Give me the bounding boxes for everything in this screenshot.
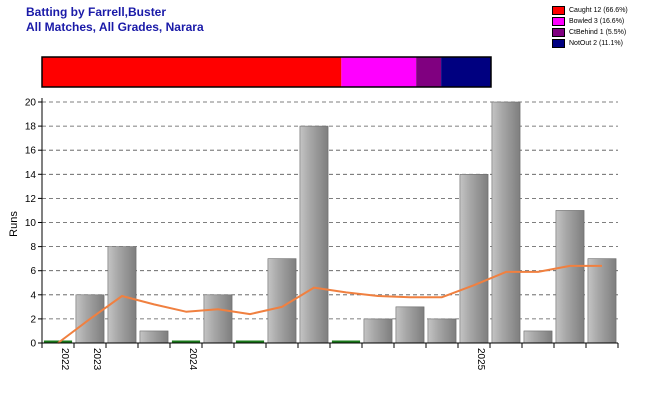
bar-7 bbox=[235, 340, 265, 343]
legend-swatch-ctbehind bbox=[552, 27, 565, 37]
y-tick-label-4: 4 bbox=[30, 290, 36, 301]
legend-swatch-caught bbox=[552, 5, 565, 15]
y-tick-label-6: 6 bbox=[30, 266, 36, 277]
legend-item-caught: Caught 12 (66.6%) bbox=[552, 5, 647, 15]
bar-11 bbox=[363, 318, 393, 344]
bar-15 bbox=[491, 101, 521, 344]
average-line bbox=[57, 264, 602, 344]
legend-item-notout: NotOut 2 (11.1%) bbox=[552, 38, 647, 48]
dismissal-segment-bowled bbox=[341, 57, 417, 87]
bar-12 bbox=[395, 306, 425, 344]
y-tick-label-0: 0 bbox=[30, 339, 36, 350]
legend-swatch-bowled bbox=[552, 16, 565, 26]
legend-label-notout: NotOut 2 (11.1%) bbox=[569, 39, 623, 47]
y-axis-ticks: 0 2 4 6 8 10 12 14 16 18 20 bbox=[25, 98, 42, 350]
bar-9 bbox=[299, 125, 329, 344]
dismissal-segment-caught bbox=[42, 57, 342, 87]
y-tick-label-10: 10 bbox=[25, 218, 37, 229]
y-tick-label-20: 20 bbox=[25, 98, 37, 109]
bar-13 bbox=[427, 318, 457, 344]
x-tick-label-2022: 2022 bbox=[59, 348, 70, 371]
y-tick-label-14: 14 bbox=[25, 170, 37, 181]
y-tick-label-8: 8 bbox=[30, 242, 36, 253]
bar-18 bbox=[587, 258, 617, 344]
dismissal-bar-border bbox=[41, 56, 492, 88]
dismissal-segment-notout bbox=[441, 57, 491, 87]
legend-item-ctbehind: CtBehind 1 (5.5%) bbox=[552, 27, 647, 37]
legend-label-ctbehind: CtBehind 1 (5.5%) bbox=[569, 28, 627, 36]
bar-4 bbox=[139, 330, 169, 344]
legend: Caught 12 (66.6%) Bowled 3 (16.6%) CtBeh… bbox=[552, 5, 647, 49]
legend-label-caught: Caught 12 (66.6%) bbox=[569, 6, 628, 14]
legend-label-bowled: Bowled 3 (16.6%) bbox=[569, 17, 625, 25]
bar-6 bbox=[203, 294, 233, 344]
y-tick-label-18: 18 bbox=[25, 122, 37, 133]
x-tick-label-2023: 2023 bbox=[91, 348, 102, 371]
legend-item-bowled: Bowled 3 (16.6%) bbox=[552, 16, 647, 26]
bar-14 bbox=[459, 174, 489, 344]
chart-title: Batting by Farrell,Buster bbox=[26, 5, 167, 19]
average-line-group bbox=[57, 264, 602, 344]
bar-5 bbox=[171, 340, 201, 343]
bar-17 bbox=[555, 210, 585, 344]
dismissal-bar bbox=[41, 56, 492, 88]
x-tick-label-2025: 2025 bbox=[475, 348, 486, 371]
y-tick-label-16: 16 bbox=[25, 146, 37, 157]
legend-swatch-notout bbox=[552, 38, 565, 48]
x-tick-label-2024: 2024 bbox=[187, 348, 198, 371]
y-tick-label-12: 12 bbox=[25, 194, 37, 205]
chart-subtitle: All Matches, All Grades, Narara bbox=[26, 20, 204, 34]
x-axis-ticks: 2022 2023 2024 2025 bbox=[41, 343, 619, 371]
grid-lines bbox=[42, 101, 618, 320]
bar-10 bbox=[331, 340, 361, 343]
dismissal-segment-ctbehind bbox=[416, 57, 442, 87]
bar-3 bbox=[107, 246, 137, 344]
y-axis-label: Runs bbox=[8, 211, 20, 237]
y-tick-label-2: 2 bbox=[30, 314, 36, 325]
bar-16 bbox=[523, 330, 553, 344]
